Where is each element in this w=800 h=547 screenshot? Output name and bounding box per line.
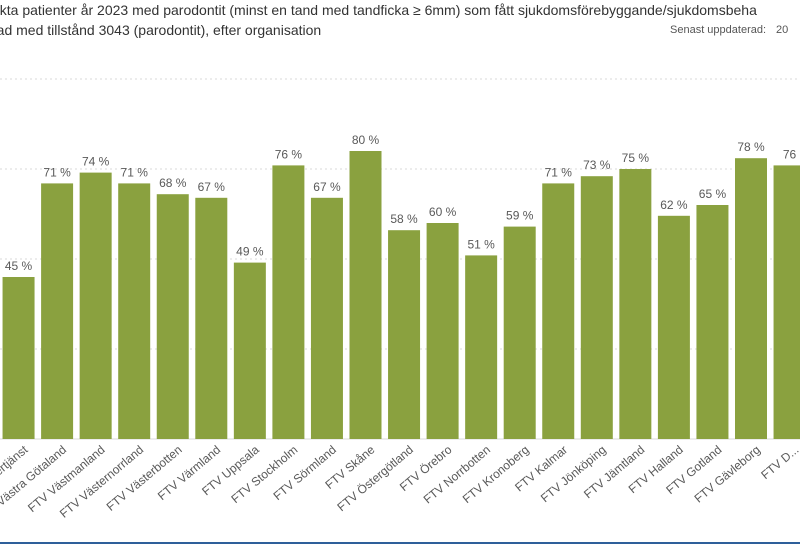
data-label: 71 % [545, 165, 573, 179]
bar[interactable] [349, 151, 382, 439]
chart-title-line-1: ökta patienter år 2023 med parodontit (m… [0, 2, 757, 18]
bar[interactable] [542, 183, 575, 439]
bar[interactable] [773, 165, 800, 439]
data-label: 65 % [699, 187, 727, 201]
bar[interactable] [156, 194, 189, 439]
data-label: 73 % [583, 158, 611, 172]
bar[interactable] [388, 230, 421, 439]
data-label: 75 % [622, 151, 650, 165]
category-labels: FTV VR...PraktikertjänstFTV Västra Götal… [0, 442, 800, 526]
category-label: FTV D... [758, 443, 800, 482]
bar[interactable] [233, 262, 266, 439]
last-updated: Senast uppdaterad: 20 [670, 24, 788, 36]
data-label: 68 % [159, 176, 187, 190]
bar[interactable] [503, 226, 536, 439]
data-label: 78 % [737, 140, 765, 154]
bar[interactable] [619, 169, 652, 439]
data-label: 80 % [352, 133, 380, 147]
data-label: 62 % [660, 198, 688, 212]
bar[interactable] [118, 183, 151, 439]
bar[interactable] [426, 223, 459, 439]
category-label: FTV Gävleborg [692, 443, 763, 506]
data-label: 67 % [313, 180, 341, 194]
bar[interactable] [272, 165, 305, 439]
bar[interactable] [2, 277, 35, 439]
data-label: 59 % [506, 209, 534, 223]
bar[interactable] [79, 172, 112, 439]
chart-title-line-2: rad med tillstånd 3043 (parodontit), eft… [0, 22, 322, 38]
bar[interactable] [696, 205, 729, 439]
data-label: 71 % [121, 165, 149, 179]
data-label: 74 % [82, 155, 110, 169]
data-label: 49 % [236, 245, 264, 259]
bars [2, 151, 800, 439]
data-label: 71 % [43, 165, 71, 179]
bar[interactable] [580, 176, 613, 439]
bar[interactable] [310, 197, 343, 439]
bar[interactable] [41, 183, 74, 439]
bar[interactable] [657, 215, 690, 439]
last-updated-label: Senast uppdaterad: [670, 24, 767, 36]
bar[interactable] [195, 197, 228, 439]
category-label: FTV Norrbotten [421, 443, 493, 507]
data-label: 76 [783, 147, 797, 161]
bar[interactable] [735, 158, 767, 439]
data-labels: %45 %71 %74 %71 %68 %67 %49 %76 %67 %80 … [5, 133, 797, 273]
bar[interactable] [465, 255, 498, 439]
category-label: FTV Stockholm [228, 443, 300, 506]
data-label: 45 % [5, 259, 33, 273]
data-label: 60 % [429, 205, 457, 219]
data-label: 67 % [198, 180, 226, 194]
data-label: 51 % [467, 237, 495, 251]
data-label: 58 % [390, 212, 418, 226]
category-label: FTV Kronoberg [460, 443, 532, 506]
data-label: 76 % [275, 147, 303, 161]
frame-bottom-border [0, 542, 800, 544]
last-updated-value: 20 [776, 24, 789, 36]
